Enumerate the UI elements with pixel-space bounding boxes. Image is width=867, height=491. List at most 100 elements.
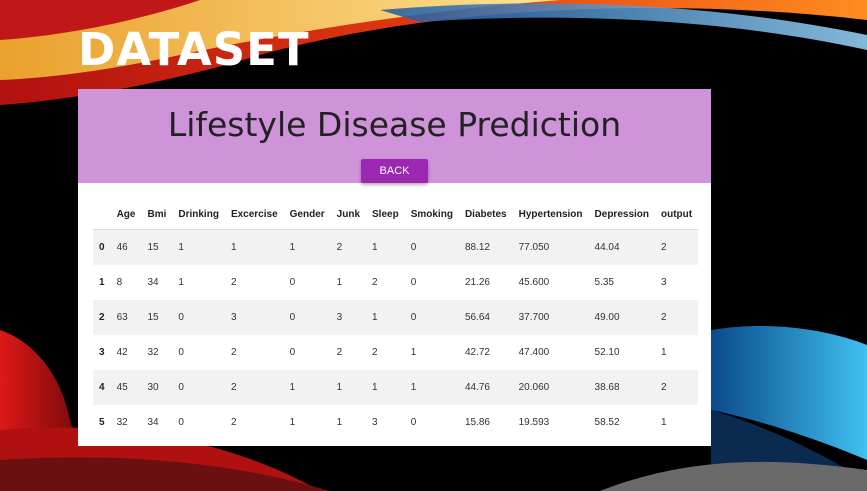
table-cell: 58.52 (594, 417, 620, 428)
table-cell: 34 (147, 417, 159, 428)
table-row: 0 46 15 1 1 1 2 1 0 88.12 77.050 44.04 2 (93, 229, 699, 265)
table-row: 4 45 30 0 2 1 1 1 1 44.76 20.060 38.68 2 (93, 370, 699, 405)
column-header-bmi: Bmi (141, 199, 173, 230)
app-header: Lifestyle Disease Prediction BACK (78, 89, 711, 183)
back-button[interactable]: BACK (361, 159, 428, 183)
table-cell: 2 (372, 277, 378, 288)
table-cell: 52.10 (594, 347, 620, 358)
table-cell: 1 (336, 417, 343, 428)
table-cell: 2 (372, 347, 378, 358)
column-header-junk: Junk (330, 199, 367, 230)
table-row: 1 8 34 1 2 0 1 2 0 21.26 45.600 5.35 3 (93, 265, 698, 300)
table-cell: 2 (661, 242, 667, 253)
row-index: 2 (99, 312, 105, 323)
table-cell: 34 (147, 277, 159, 288)
table-cell: 1 (178, 277, 184, 288)
table-cell: 15 (147, 312, 159, 323)
table-cell: 0 (410, 242, 417, 253)
app-window: Lifestyle Disease Prediction BACK Age Bm… (78, 89, 711, 446)
table-cell: 3 (372, 417, 378, 428)
table-cell: 49.00 (594, 312, 620, 323)
table-cell: 0 (410, 277, 417, 288)
table-cell: 3 (230, 312, 237, 323)
column-header-drinking: Drinking (172, 199, 225, 230)
table-cell: 2 (230, 417, 237, 428)
table-cell: 1 (661, 417, 667, 428)
table-cell: 5.35 (594, 277, 614, 288)
table-row: 3 42 32 0 2 0 2 2 1 42.72 47.400 52.10 1 (93, 335, 698, 370)
table-cell: 1 (289, 382, 296, 393)
table-cell: 1 (289, 417, 296, 428)
column-header-smoking: Smoking (404, 199, 459, 230)
column-header-hypertension: Hypertension (512, 199, 589, 230)
table-cell: 0 (178, 347, 184, 358)
table-cell: 1 (410, 347, 417, 358)
column-header-diabetes: Diabetes (458, 199, 513, 230)
table-cell: 0 (289, 312, 296, 323)
table-row: 5 32 34 0 2 1 1 3 0 15.86 19.593 58.52 1 (93, 405, 698, 440)
column-header-gender: Gender (283, 199, 331, 230)
table-cell: 2 (336, 242, 343, 253)
column-header-depression: Depression (588, 199, 655, 230)
table-cell: 2 (661, 312, 667, 323)
table-cell: 38.68 (594, 382, 620, 393)
column-header-age: Age (110, 199, 142, 230)
table-cell: 1 (661, 347, 667, 358)
dataset-table: Age Bmi Drinking Excercise Gender Junk S… (93, 199, 699, 440)
table-cell: 44.04 (594, 242, 620, 253)
table-cell: 32 (147, 347, 159, 358)
table-cell: 3 (336, 312, 343, 323)
row-index: 5 (99, 417, 105, 428)
table-cell: 1 (372, 242, 378, 253)
table-cell: 1 (178, 242, 184, 253)
table-cell: 2 (336, 347, 343, 358)
table-cell: 46 (116, 242, 128, 253)
table-cell: 88.12 (464, 242, 490, 253)
row-index: 4 (99, 382, 105, 393)
table-cell: 0 (178, 312, 184, 323)
column-header-excercise: Excercise (224, 199, 284, 230)
page-title: Lifestyle Disease Prediction (167, 105, 622, 144)
table-cell: 3 (661, 277, 667, 288)
table-cell: 45 (116, 382, 128, 393)
table-cell: 42 (116, 347, 128, 358)
table-cell: 20.060 (518, 382, 550, 393)
table-cell: 1 (372, 312, 378, 323)
table-cell: 37.700 (518, 312, 550, 323)
table-cell: 0 (410, 312, 417, 323)
table-cell: 19.593 (518, 417, 550, 428)
table-cell: 44.76 (464, 382, 490, 393)
table-cell: 63 (116, 312, 128, 323)
table-cell: 15.86 (464, 417, 490, 428)
row-index: 1 (99, 277, 105, 288)
column-header-output: output (655, 199, 699, 230)
table-cell: 0 (410, 417, 417, 428)
table-cell: 30 (147, 382, 159, 393)
table-cell: 32 (116, 417, 128, 428)
table-cell: 1 (372, 382, 378, 393)
table-cell: 2 (230, 347, 237, 358)
table-cell: 42.72 (464, 347, 490, 358)
row-index: 0 (99, 242, 105, 253)
table-cell: 2 (230, 382, 237, 393)
table-row: 2 63 15 0 3 0 3 1 0 56.64 37.700 49.00 2 (93, 300, 699, 335)
table-cell: 2 (661, 382, 667, 393)
table-cell: 0 (289, 277, 296, 288)
table-cell: 77.050 (518, 242, 550, 253)
column-header-sleep: Sleep (366, 199, 405, 230)
table-cell: 1 (289, 242, 296, 253)
table-cell: 0 (289, 347, 296, 358)
table-cell: 1 (230, 242, 237, 253)
table-cell: 47.400 (518, 347, 550, 358)
table-cell: 45.600 (518, 277, 550, 288)
table-cell: 15 (147, 242, 159, 253)
table-cell: 1 (410, 382, 417, 393)
table-header-row: Age Bmi Drinking Excercise Gender Junk S… (93, 199, 699, 230)
row-index: 3 (99, 347, 105, 358)
slide-title: DATASET (78, 23, 310, 76)
column-header (93, 199, 111, 230)
table-cell: 1 (336, 382, 343, 393)
table-cell: 8 (116, 277, 123, 288)
table-cell: 2 (230, 277, 237, 288)
table-cell: 56.64 (464, 312, 490, 323)
